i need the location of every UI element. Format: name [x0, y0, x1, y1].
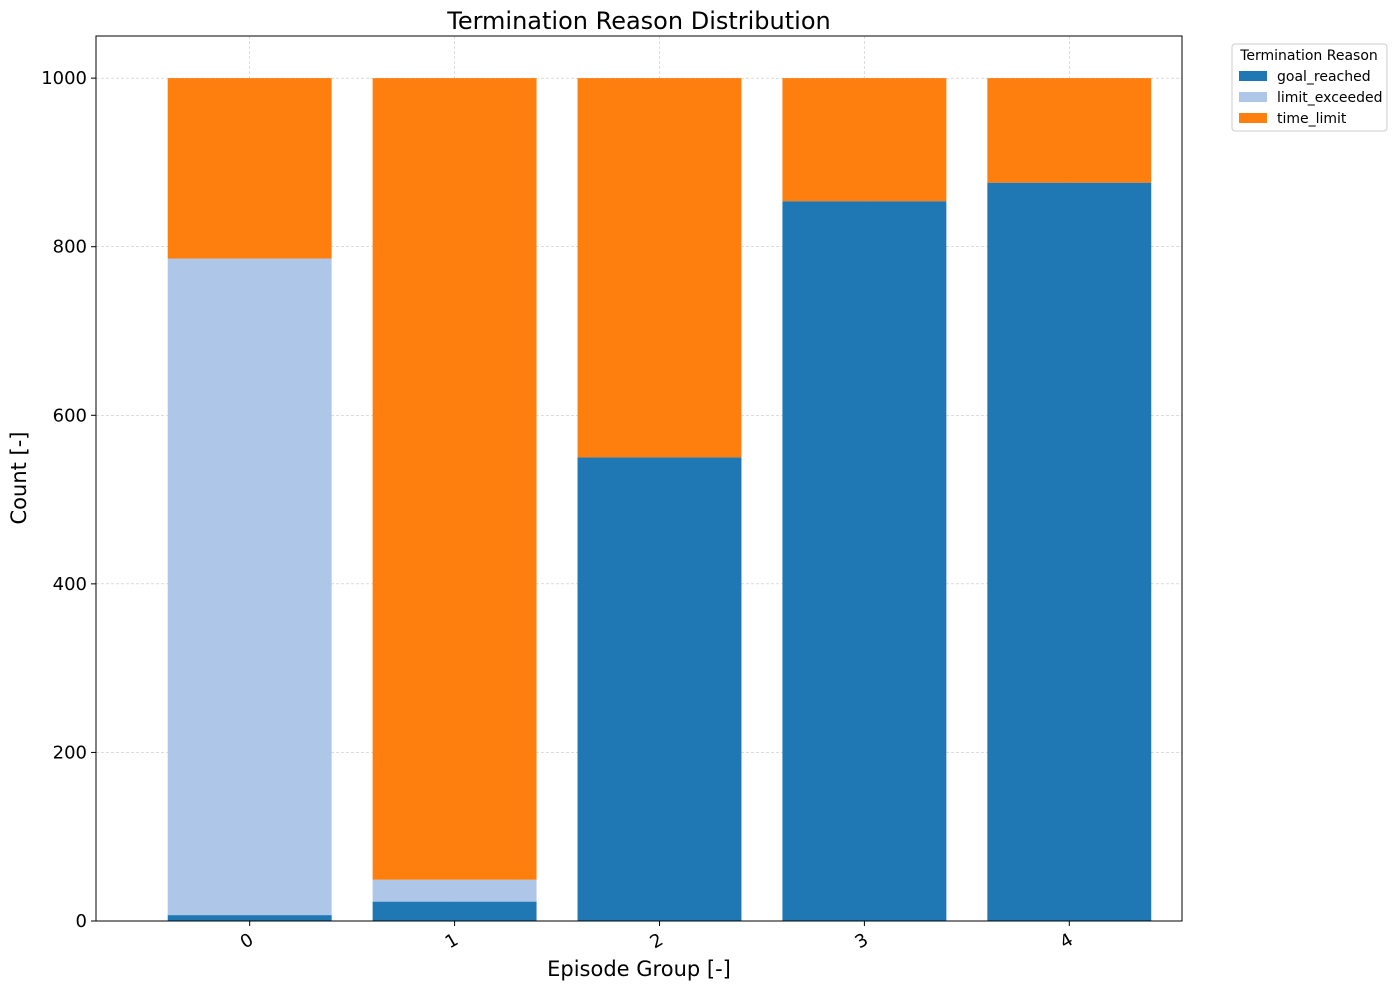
legend-swatch: [1239, 71, 1267, 81]
bar-time-limit-4: [987, 78, 1152, 183]
bar-time-limit-2: [577, 78, 742, 458]
y-tick-label: 200: [53, 742, 87, 763]
bar-time-limit-1: [372, 78, 537, 880]
legend-swatch: [1239, 92, 1267, 102]
bar-limit-exceeded-1: [372, 879, 537, 902]
bar-goal-reached-2: [577, 457, 742, 921]
bar-goal-reached-0: [167, 915, 332, 921]
y-tick-label: 800: [53, 237, 87, 258]
x-tick-label: 0: [237, 929, 257, 953]
legend-label: time_limit: [1277, 111, 1347, 127]
x-tick-label: 4: [1056, 929, 1076, 953]
x-tick-label: 1: [442, 929, 462, 953]
bar-limit-exceeded-0: [167, 258, 332, 916]
bar-goal-reached-1: [372, 901, 537, 921]
bar-goal-reached-4: [987, 182, 1152, 921]
legend-frame: [1231, 43, 1388, 132]
legend-swatch: [1239, 113, 1267, 123]
y-tick-label: 400: [53, 574, 87, 595]
legend-label: goal_reached: [1277, 69, 1371, 85]
y-tick-label: 1000: [41, 68, 87, 89]
plot-frame: [95, 35, 1183, 922]
x-tick-label: 3: [851, 929, 871, 953]
legend-title: Termination Reason: [1239, 48, 1378, 64]
chart-title: Termination Reason Distribution: [446, 7, 830, 35]
legend-label: limit_exceeded: [1277, 90, 1383, 106]
y-axis-label: Count [-]: [7, 431, 31, 524]
bar-goal-reached-3: [782, 201, 947, 921]
bar-time-limit-0: [167, 78, 332, 259]
legend-items: goal_reached limit_exceeded time_limit: [1239, 69, 1383, 127]
x-tick-label: 2: [647, 929, 667, 953]
bar-layer: [167, 78, 1152, 921]
bar-time-limit-3: [782, 78, 947, 202]
y-tick-label: 0: [76, 911, 87, 932]
y-tick-label: 600: [53, 405, 87, 426]
x-axis-label: Episode Group [-]: [547, 957, 731, 981]
legend: Termination Reason goal_reached limit_exc…: [1231, 43, 1388, 132]
